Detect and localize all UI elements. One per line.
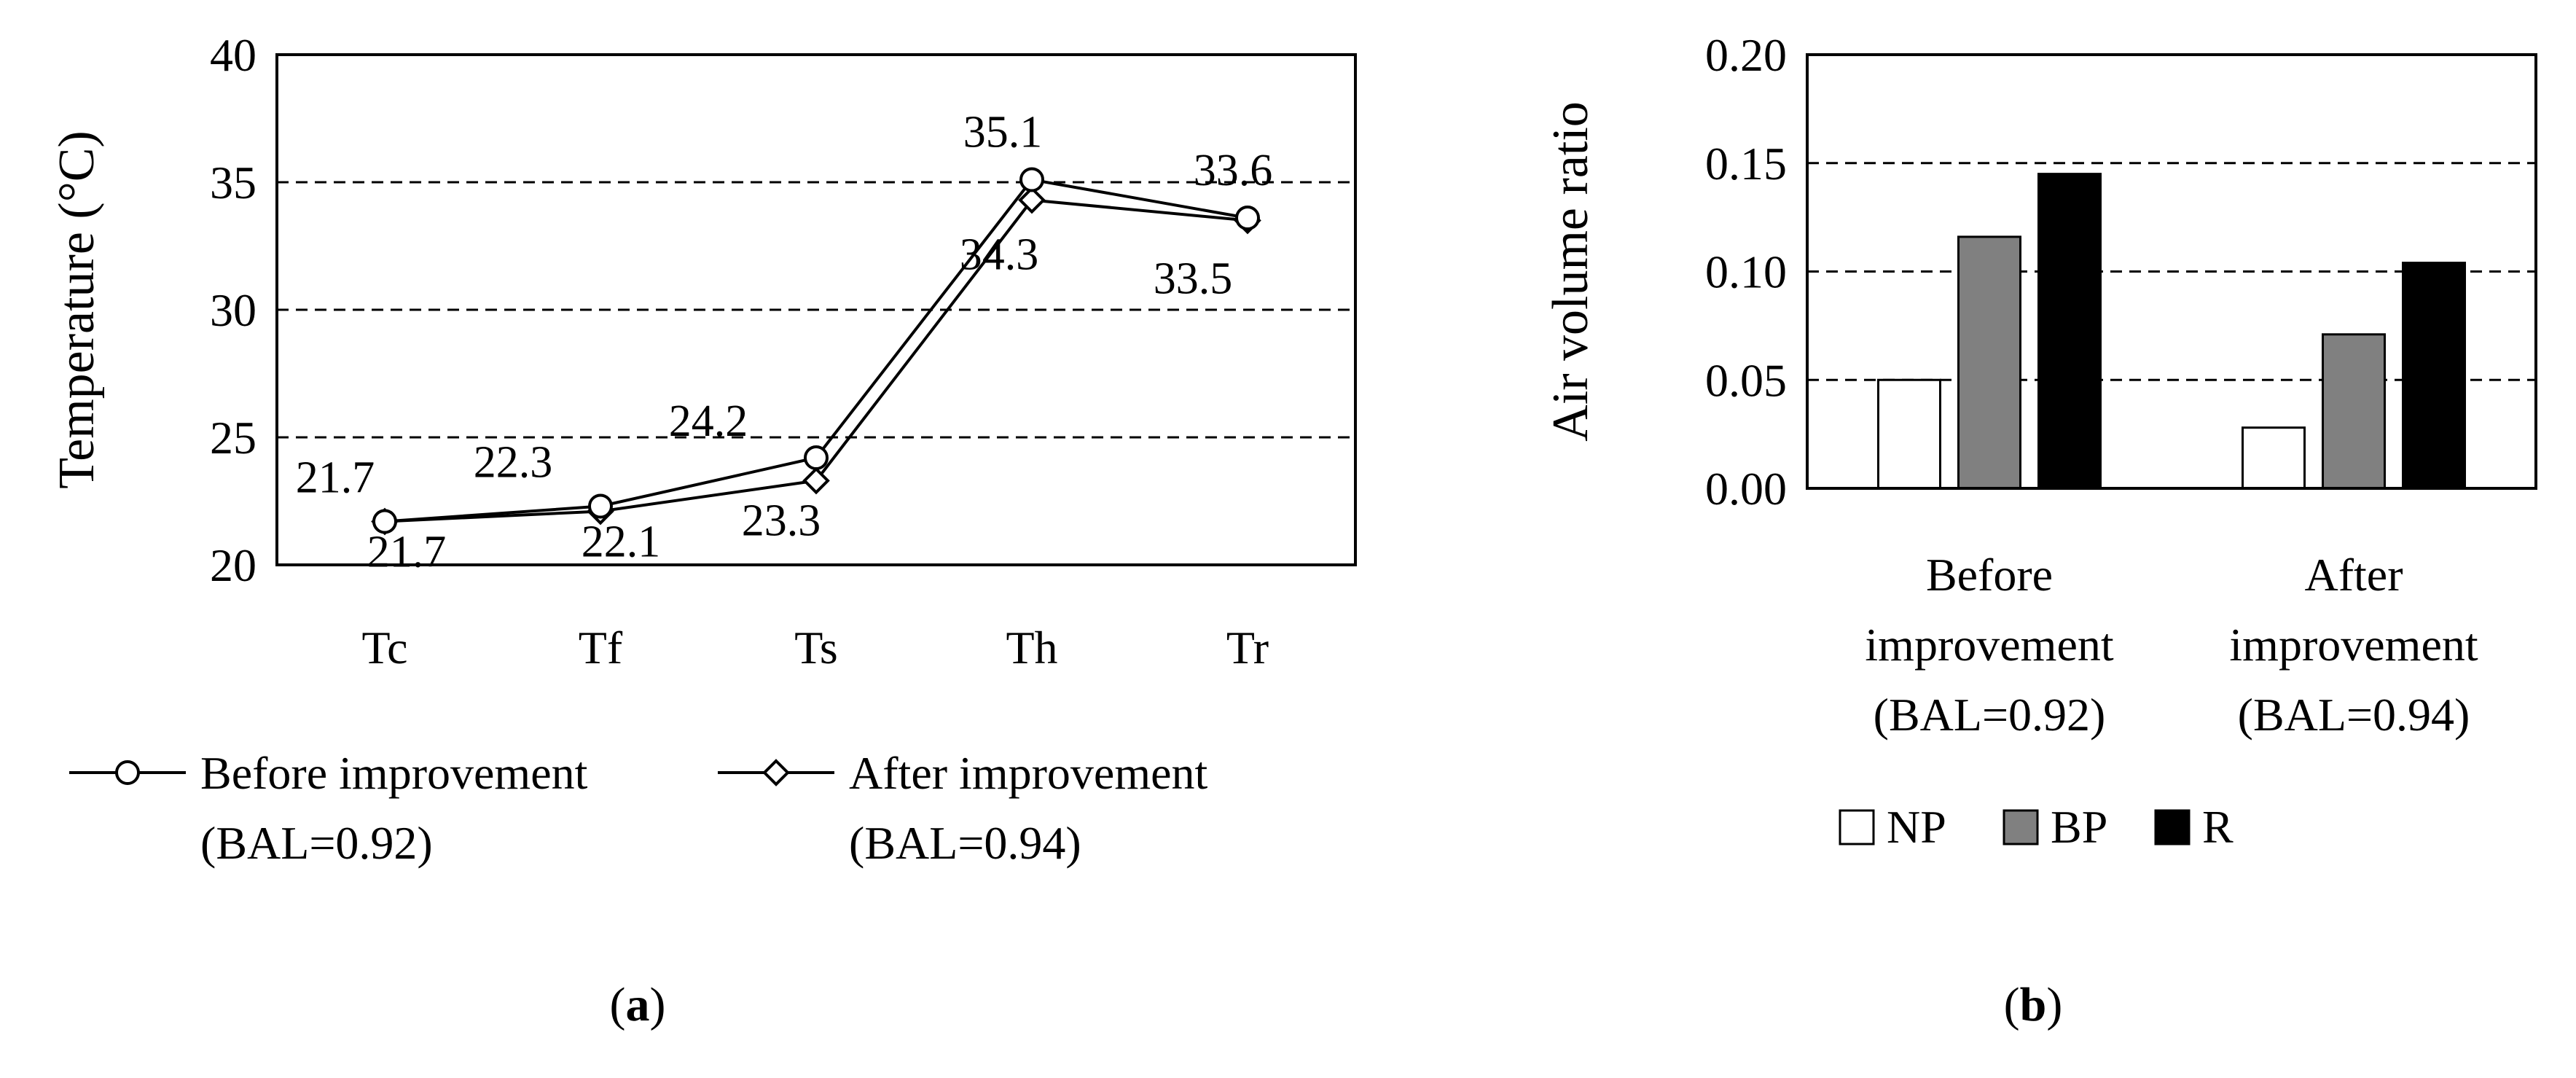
- bar-r: [2037, 173, 2102, 490]
- y-tick-label: 40: [210, 29, 257, 81]
- y-tick-label: 35: [210, 157, 257, 208]
- x-tick-label: (BAL=0.92): [1874, 689, 2106, 741]
- y-axis-title: Air volume ratio: [1543, 101, 1599, 442]
- diamond-marker: [1018, 186, 1046, 214]
- circle-marker: [588, 493, 613, 519]
- circle-marker: [115, 760, 140, 785]
- plot-area-frame: [275, 53, 1357, 566]
- x-tick-label: improvement: [2229, 619, 2478, 671]
- circle-marker: [804, 445, 829, 470]
- panel-b-label: (b): [2004, 978, 2063, 1031]
- legend-item-np: NP: [1839, 801, 1946, 853]
- data-label-after: 34.3: [960, 230, 1039, 280]
- data-label-before: 33.6: [1194, 146, 1273, 195]
- bar-np: [1877, 378, 1941, 490]
- legend-label: R: [2202, 801, 2234, 853]
- line-chart-panel-a: (a) 20 25 30 35 40 Tc Tf Ts Th Tr Temperature (°C)…: [49, 29, 1357, 1031]
- x-tick-label: improvement: [1865, 619, 2113, 671]
- bar-bp: [2322, 333, 2386, 490]
- legend-label: BP: [2051, 801, 2107, 853]
- bar-bp: [1957, 235, 2021, 490]
- panel-a-label: (a): [610, 978, 666, 1031]
- legend-panel-b: NP BP R: [1839, 801, 2234, 853]
- circle-marker: [1019, 167, 1044, 192]
- bar-r: [2402, 262, 2466, 490]
- x-tick-label: Before: [1926, 549, 2053, 601]
- data-label-before: 22.3: [474, 438, 553, 488]
- bar-np: [2242, 426, 2306, 490]
- x-tick-label: Tf: [579, 622, 623, 673]
- legend-swatch: [2154, 809, 2191, 845]
- y-tick-label: 25: [210, 412, 257, 464]
- data-label-after: 22.1: [582, 517, 661, 567]
- circle-marker: [372, 509, 397, 534]
- data-label-before: 35.1: [963, 108, 1043, 157]
- y-axis-title: Temperature (°C): [49, 130, 105, 488]
- legend-item-after: After improvement (BAL=0.94): [718, 747, 1208, 869]
- bar-chart-panel-b: (b) 0.00 0.05 0.10 0.15 0.20 Air volume ratio…: [1543, 29, 2537, 1031]
- legend-panel-a: Before improvement (BAL=0.92) After improv…: [69, 747, 1208, 869]
- legend-item-bp: BP: [2003, 801, 2107, 853]
- plot-area-frame: [1806, 53, 2537, 490]
- legend-label-line2: (BAL=0.94): [849, 817, 1081, 869]
- legend-swatch: [1839, 809, 1875, 845]
- y-tick-label: 0.10: [1705, 246, 1787, 298]
- y-tick-label: 20: [210, 539, 257, 591]
- data-label-after: 21.7: [367, 528, 447, 577]
- circle-marker: [1235, 206, 1260, 230]
- y-tick-label: 0.00: [1705, 463, 1787, 515]
- legend-label: NP: [1887, 801, 1946, 853]
- y-tick-label: 30: [210, 284, 257, 336]
- data-label-before: 24.2: [669, 397, 748, 446]
- data-label-before: 21.7: [296, 453, 375, 503]
- x-tick-label: Ts: [794, 622, 838, 673]
- legend-label-line2: (BAL=0.92): [200, 817, 433, 869]
- data-label-after: 33.5: [1154, 254, 1233, 304]
- x-tick-label: (BAL=0.94): [2238, 689, 2470, 741]
- data-label-after: 23.3: [742, 496, 821, 546]
- diamond-marker: [762, 759, 790, 786]
- y-tick-label: 0.20: [1705, 29, 1787, 81]
- diamond-marker: [802, 466, 830, 495]
- x-tick-label: Th: [1006, 622, 1057, 673]
- x-tick-label: Tc: [361, 622, 407, 673]
- legend-item-r: R: [2154, 801, 2234, 853]
- legend-item-before: Before improvement (BAL=0.92): [69, 747, 588, 869]
- x-tick-label: After: [2304, 549, 2403, 601]
- y-tick-label: 0.05: [1705, 354, 1787, 406]
- legend-swatch: [2003, 809, 2039, 845]
- legend-label: After improvement: [849, 747, 1208, 799]
- legend-label: Before improvement: [200, 747, 588, 799]
- y-tick-label: 0.15: [1705, 138, 1787, 190]
- x-tick-label: Tr: [1226, 622, 1269, 673]
